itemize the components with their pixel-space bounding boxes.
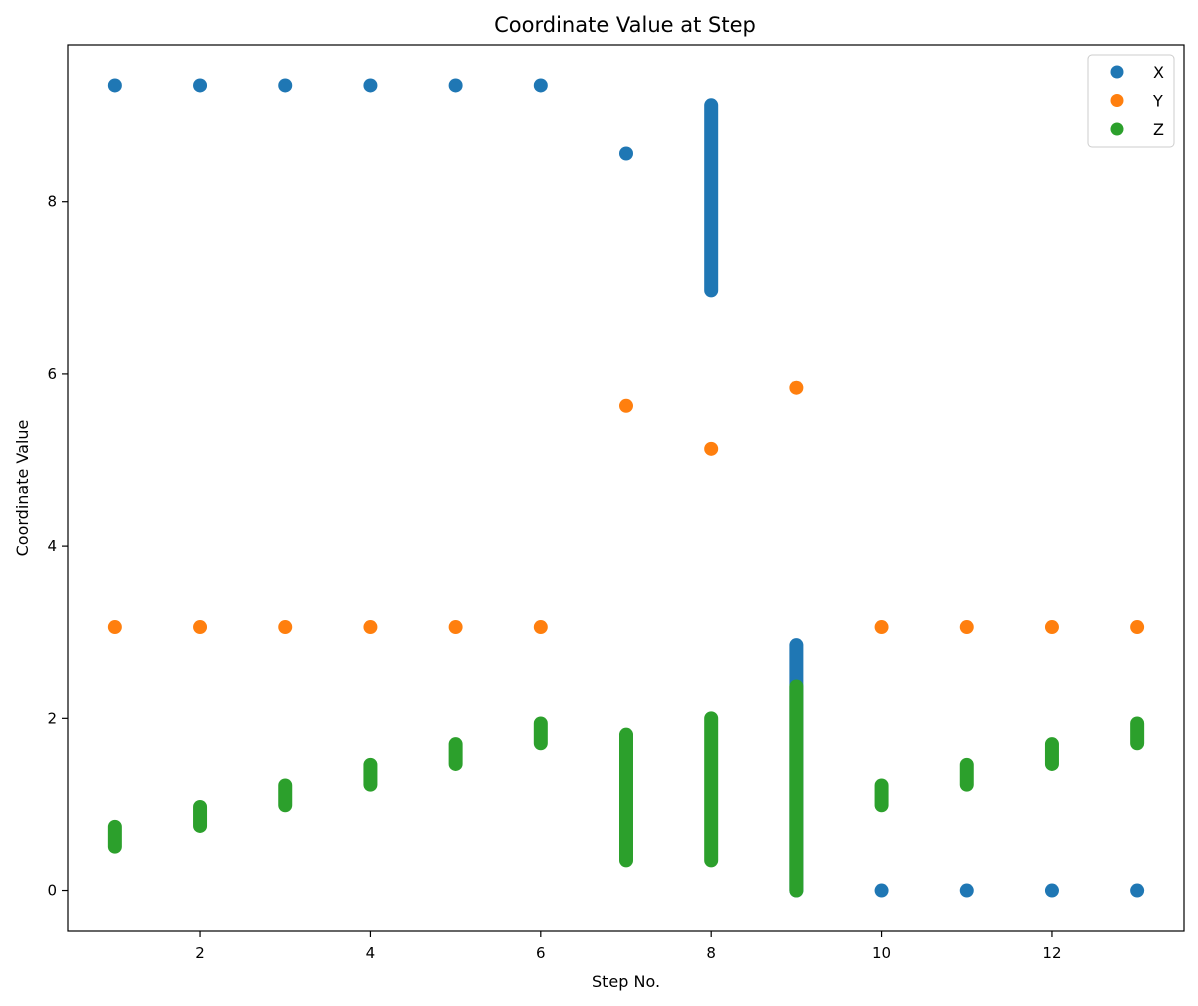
y-tick-label: 4 [47, 537, 57, 555]
point-y [1044, 620, 1059, 635]
x-tick-label: 4 [366, 944, 376, 962]
point-y [704, 441, 719, 456]
point-x [1044, 883, 1059, 898]
point-y [448, 620, 463, 635]
point-y [193, 620, 208, 635]
point-x [533, 78, 548, 93]
point-x [874, 883, 889, 898]
x-axis-label: Step No. [592, 972, 660, 991]
point-x [1130, 883, 1145, 898]
point-x [363, 78, 378, 93]
y-axis-label: Coordinate Value [13, 420, 32, 557]
legend-label-y: Y [1152, 92, 1163, 111]
point-y [1130, 620, 1145, 635]
point-y [363, 620, 378, 635]
legend-marker-x [1110, 65, 1124, 79]
y-tick-label: 2 [47, 709, 57, 727]
point-x [959, 883, 974, 898]
x-axis-ticks: 2 4 6 8 10 12 [195, 931, 1062, 962]
point-y [278, 620, 293, 635]
x-tick-label: 10 [872, 944, 891, 962]
series-y [107, 380, 1145, 635]
y-tick-label: 6 [47, 365, 57, 383]
point-x [619, 146, 633, 161]
legend-marker-y [1110, 94, 1124, 107]
y-tick-label: 0 [47, 882, 57, 900]
y-axis-ticks: 0 2 4 6 8 [47, 193, 68, 900]
point-y [619, 398, 633, 413]
point-y [959, 620, 974, 635]
series-z [107, 679, 1145, 898]
point-y [874, 620, 889, 635]
point-y [789, 380, 804, 395]
point-x [278, 78, 293, 93]
legend-marker-z [1110, 122, 1124, 136]
legend-box [1087, 54, 1175, 148]
chart-title: Coordinate Value at Step [494, 13, 756, 37]
point-x [107, 78, 122, 93]
plot-marks [107, 78, 1145, 898]
point-y [533, 620, 548, 635]
y-tick-label: 8 [47, 193, 57, 211]
point-x [193, 78, 208, 93]
x-tick-label: 2 [195, 944, 205, 962]
plot-frame [67, 44, 1185, 932]
legend-label-x: X [1153, 63, 1164, 82]
point-x [448, 78, 463, 93]
point-y [107, 620, 122, 635]
legend-label-z: Z [1153, 120, 1164, 139]
x-tick-label: 6 [536, 944, 546, 962]
legend: XYZ [1087, 54, 1175, 148]
x-tick-label: 8 [706, 944, 716, 962]
x-tick-label: 12 [1042, 944, 1061, 962]
